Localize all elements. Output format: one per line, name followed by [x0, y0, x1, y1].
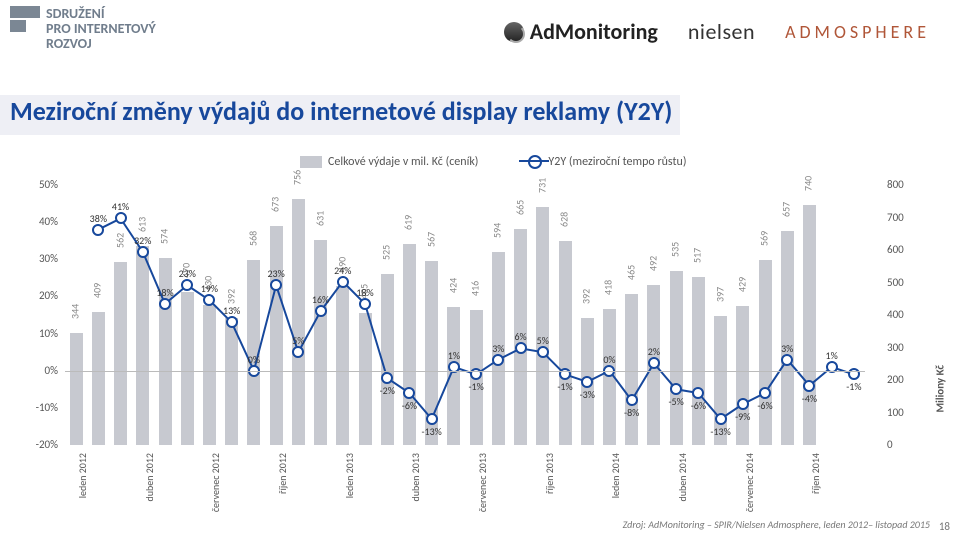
logo-left: SDRUŽENÍ PRO INTERNETOVÝ ROZVOJ [10, 6, 156, 51]
x-tick-label: duben 2014 [676, 453, 689, 502]
y-left-tick: 20% [23, 289, 58, 302]
plot-area: 344 409 562 613 574 470 430 392 568 673 … [65, 185, 865, 445]
y-right-tick: 600 [887, 243, 917, 256]
chart-legend: Celkové výdaje v mil. Kč (ceník) Y2Y (me… [300, 155, 686, 169]
y-right-tick: 200 [887, 373, 917, 386]
y-left-tick: 0% [23, 364, 58, 377]
y-right-tick: 400 [887, 308, 917, 321]
x-tick-label: říjen 2012 [276, 453, 289, 494]
logo-admosphere: ADMOSPHERE [785, 21, 930, 43]
y-right-tick: 800 [887, 178, 917, 191]
x-axis-labels: leden 2012 duben 2012 červenec 2012 říjen 2… [65, 453, 865, 523]
header-logos: AdMonitoring nielsen ADMOSPHERE [504, 18, 930, 45]
legend-swatch-icon [300, 156, 322, 168]
bar-value-label: 756 [291, 170, 304, 185]
x-tick-label: červenec 2012 [209, 453, 222, 512]
zero-line [65, 371, 865, 372]
legend-marker-icon [528, 155, 542, 169]
x-tick-label: říjen 2013 [543, 453, 556, 494]
y-right-axis-label: Miliony Kč [933, 365, 946, 412]
logo-left-text: SDRUŽENÍ PRO INTERNETOVÝ ROZVOJ [46, 6, 156, 51]
y-right-tick: 0 [887, 438, 917, 451]
page-title: Meziroční změny výdajů do internetové di… [10, 95, 672, 127]
combo-chart: 344 409 562 613 574 470 430 392 568 673 … [25, 185, 895, 445]
legend-line: Y2Y (meziroční tempo růstu) [528, 155, 686, 169]
logo-left-mark [10, 6, 40, 36]
x-tick-label: leden 2013 [343, 453, 356, 498]
y-left-tick: -10% [23, 401, 58, 414]
x-tick-label: leden 2014 [609, 453, 622, 498]
y-right-tick: 100 [887, 406, 917, 419]
y-left-tick: 50% [23, 178, 58, 191]
page-number: 18 [939, 520, 950, 533]
y-left-tick: -20% [23, 438, 58, 451]
x-tick-label: duben 2012 [143, 453, 156, 502]
y-right-tick: 500 [887, 276, 917, 289]
y-right-tick: 700 [887, 211, 917, 224]
y-left-tick: 40% [23, 215, 58, 228]
y-left-tick: 10% [23, 327, 58, 340]
logo-admonitoring: AdMonitoring [504, 18, 658, 45]
logo-nielsen: nielsen [688, 18, 755, 45]
source-footer: Zdroj: AdMonitoring – SPIR/Nielsen Admos… [623, 518, 930, 531]
legend-bars: Celkové výdaje v mil. Kč (ceník) [300, 155, 478, 169]
x-tick-label: duben 2013 [409, 453, 422, 502]
x-tick-label: červenec 2013 [476, 453, 489, 512]
target-icon [504, 22, 524, 42]
y-right-tick: 300 [887, 341, 917, 354]
x-tick-label: říjen 2014 [809, 453, 822, 494]
x-tick-label: červenec 2014 [743, 453, 756, 512]
line-layer [65, 185, 865, 445]
x-tick-label: leden 2012 [76, 453, 89, 498]
y-left-tick: 30% [23, 252, 58, 265]
